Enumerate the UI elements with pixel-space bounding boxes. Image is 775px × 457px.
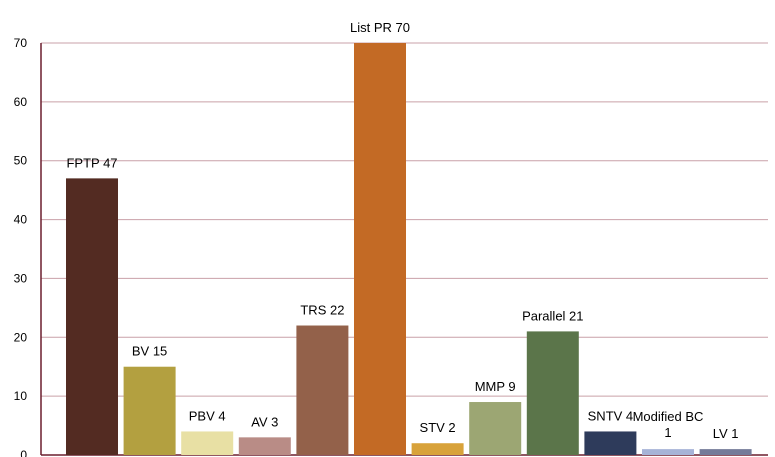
bar-labels: FPTP 47 BV 15 PBV 4 AV 3 TRS 22 List PR 70 STV… (66, 20, 738, 441)
bar-label: SNTV 4 (588, 408, 634, 423)
y-tick-label: 20 (14, 330, 28, 344)
bar-label: Parallel 21 (522, 308, 583, 323)
bar-label: MMP 9 (475, 379, 516, 394)
bar (584, 431, 637, 455)
y-tick-label: 40 (14, 213, 28, 227)
bar-label: List PR 70 (350, 20, 410, 35)
y-tick-label: 0 (20, 448, 27, 457)
bar (411, 443, 464, 455)
bar (123, 366, 176, 455)
bar (238, 437, 291, 455)
y-tick-label: 70 (14, 36, 28, 50)
bar (66, 178, 118, 455)
bar-label: LV 1 (713, 426, 739, 441)
y-tick-label: 50 (14, 154, 28, 168)
bar (469, 402, 522, 455)
y-tick-label: 10 (14, 389, 28, 403)
y-tick-label: 60 (14, 95, 28, 109)
bar-label-line: Modified BC (633, 409, 704, 424)
y-tick-label: 30 (14, 271, 28, 285)
bar-label: AV 3 (251, 414, 278, 429)
bar (181, 431, 234, 455)
bar (354, 43, 406, 455)
bar (526, 331, 579, 455)
bar (642, 449, 694, 455)
bar-label-line: 1 (664, 425, 671, 440)
bars (66, 43, 752, 455)
bar-label: FPTP 47 (66, 155, 117, 170)
bar-label: PBV 4 (189, 408, 226, 423)
bar-label: TRS 22 (300, 303, 344, 318)
bar-label: Modified BC 1 (633, 409, 704, 440)
bar (296, 325, 349, 455)
bar-label: BV 15 (132, 344, 167, 359)
bar (699, 449, 752, 455)
y-axis-ticks: 0 10 20 30 40 50 60 70 (14, 36, 28, 457)
bar-label: STV 2 (420, 420, 456, 435)
